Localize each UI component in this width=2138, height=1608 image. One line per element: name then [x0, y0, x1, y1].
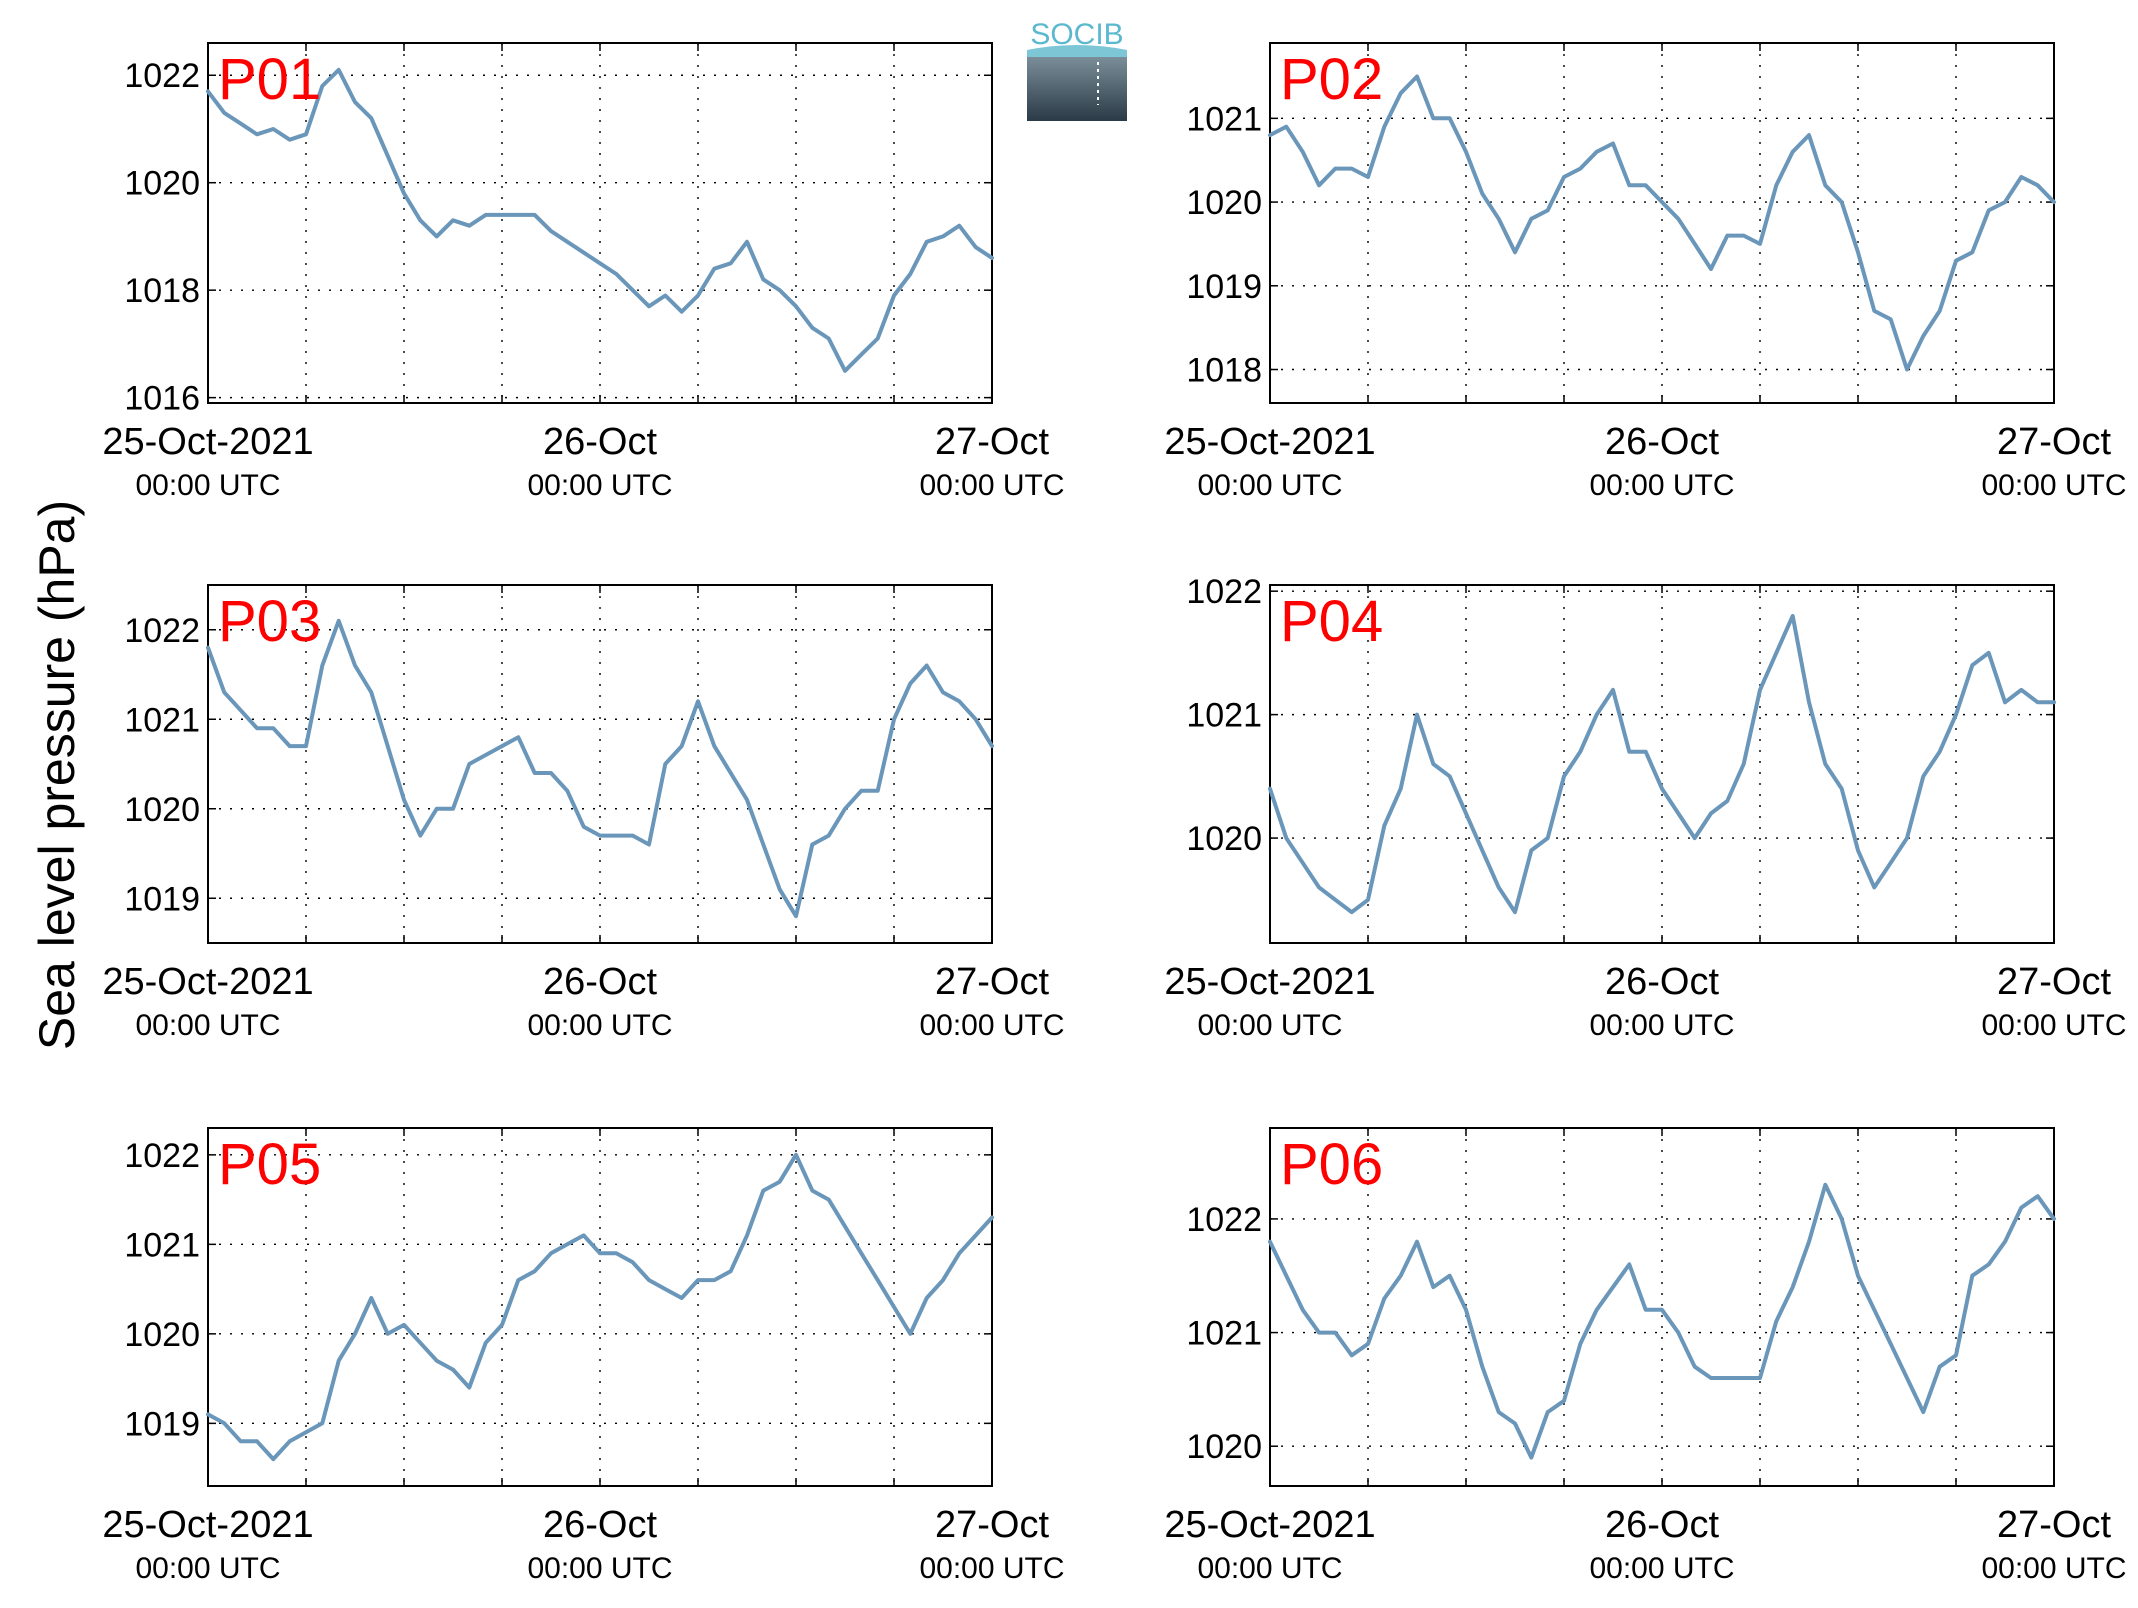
y-tick-label: 1021: [124, 1226, 200, 1264]
y-axis-label: Sea level pressure (hPa): [29, 500, 85, 1050]
x-tick-sublabel: 00:00 UTC: [135, 1009, 280, 1042]
y-tick-label: 1020: [1186, 1428, 1262, 1466]
x-tick-label: 27-Oct: [935, 421, 1049, 463]
series-line: [1268, 1182, 2056, 1460]
x-tick-sublabel: 00:00 UTC: [135, 469, 280, 502]
logo-block-icon: [1027, 57, 1127, 121]
x-tick-label: 25-Oct-2021: [102, 961, 313, 1003]
x-tick-label: 27-Oct: [935, 961, 1049, 1003]
panel-label: P06: [1280, 1132, 1383, 1197]
y-tick-label: 1020: [1186, 184, 1262, 222]
logo-text: SOCIB: [1030, 18, 1123, 51]
y-tick-label: 1021: [1186, 100, 1262, 138]
panel-p04: 1020 1021 1022 25-Oct-2021 00:00 UTC 26-Oct 00…: [1164, 573, 2126, 1042]
y-tick-label: 1022: [1186, 1201, 1262, 1239]
y-tick-label: 1022: [124, 1137, 200, 1175]
y-tick-label: 1019: [124, 1405, 200, 1443]
logo-wave-icon: [1027, 45, 1127, 58]
panel-label: P05: [218, 1132, 321, 1197]
series-line: [1268, 613, 2056, 915]
axes-frame: [207, 1127, 993, 1487]
x-tick-sublabel: 00:00 UTC: [1197, 1009, 1342, 1042]
axes-frame: [1269, 1127, 2055, 1487]
x-tick-sublabel: 00:00 UTC: [1197, 1552, 1342, 1585]
x-tick-sublabel: 00:00 UTC: [527, 469, 672, 502]
x-tick-sublabel: 00:00 UTC: [1981, 469, 2126, 502]
x-tick-sublabel: 00:00 UTC: [1197, 469, 1342, 502]
x-tick-sublabel: 00:00 UTC: [919, 1552, 1064, 1585]
x-tick-label: 27-Oct: [935, 1504, 1049, 1546]
y-tick-label: 1022: [124, 57, 200, 95]
x-tick-label: 26-Oct: [1605, 961, 1719, 1003]
x-tick-sublabel: 00:00 UTC: [1589, 1552, 1734, 1585]
x-tick-label: 26-Oct: [1605, 1504, 1719, 1546]
x-tick-label: 26-Oct: [543, 421, 657, 463]
series-line: [206, 618, 994, 919]
panel-label: P01: [218, 47, 321, 112]
x-tick-label: 26-Oct: [543, 1504, 657, 1546]
y-tick-label: 1020: [124, 1316, 200, 1354]
panel-label: P02: [1280, 47, 1383, 112]
y-tick-label: 1022: [1186, 573, 1262, 611]
y-tick-label: 1016: [124, 380, 200, 418]
y-tick-label: 1022: [124, 612, 200, 650]
x-tick-label: 26-Oct: [1605, 421, 1719, 463]
y-tick-label: 1021: [1186, 697, 1262, 735]
panel-p02: 1018 1019 1020 1021 25-Oct-2021 00:00 UTC 26-O…: [1164, 42, 2127, 502]
x-tick-sublabel: 00:00 UTC: [1589, 1009, 1734, 1042]
panel-label: P03: [218, 589, 321, 654]
y-tick-label: 1019: [124, 880, 200, 918]
x-tick-label: 25-Oct-2021: [102, 421, 313, 463]
y-tick-label: 1020: [124, 165, 200, 203]
x-tick-label: 25-Oct-2021: [1164, 961, 1375, 1003]
x-tick-label: 25-Oct-2021: [102, 1504, 313, 1546]
x-tick-sublabel: 00:00 UTC: [527, 1009, 672, 1042]
series-line: [206, 67, 994, 373]
panel-label: P04: [1280, 589, 1383, 654]
x-tick-sublabel: 00:00 UTC: [1589, 469, 1734, 502]
x-tick-label: 27-Oct: [1997, 1504, 2111, 1546]
axes-frame: [207, 584, 993, 944]
y-tick-label: 1019: [1186, 268, 1262, 306]
series-line: [206, 1152, 994, 1462]
x-tick-sublabel: 00:00 UTC: [919, 1009, 1064, 1042]
x-tick-label: 27-Oct: [1997, 421, 2111, 463]
panels: 1016 1018 1020 1022 25-Oct-2021 00:00 UTC 26-O…: [102, 42, 2127, 1585]
axes-frame: [1269, 584, 2055, 944]
axes-frame: [207, 42, 993, 404]
y-tick-label: 1021: [124, 701, 200, 739]
x-tick-label: 26-Oct: [543, 961, 657, 1003]
y-tick-label: 1018: [1186, 352, 1262, 390]
x-tick-label: 27-Oct: [1997, 961, 2111, 1003]
x-tick-sublabel: 00:00 UTC: [1981, 1009, 2126, 1042]
x-tick-label: 25-Oct-2021: [1164, 1504, 1375, 1546]
y-tick-label: 1020: [124, 791, 200, 829]
y-tick-label: 1021: [1186, 1315, 1262, 1353]
x-tick-sublabel: 00:00 UTC: [527, 1552, 672, 1585]
x-tick-sublabel: 00:00 UTC: [135, 1552, 280, 1585]
panel-p06: 1020 1021 1022 25-Oct-2021 00:00 UTC 26-Oct 00…: [1164, 1127, 2127, 1585]
panel-p01: 1016 1018 1020 1022 25-Oct-2021 00:00 UTC 26-O…: [102, 42, 1065, 502]
y-tick-label: 1018: [124, 272, 200, 310]
series-line: [1268, 74, 2056, 372]
logo: SOCIB: [1027, 18, 1127, 121]
panel-p05: 1019 1020 1021 1022 25-Oct-2021 00:00 UTC 26-O…: [102, 1127, 1065, 1585]
y-tick-label: 1020: [1186, 820, 1262, 858]
axes-frame: [1269, 42, 2055, 404]
x-tick-label: 25-Oct-2021: [1164, 421, 1375, 463]
x-tick-sublabel: 00:00 UTC: [1981, 1552, 2126, 1585]
x-tick-sublabel: 00:00 UTC: [919, 469, 1064, 502]
panel-p03: 1019 1020 1021 1022 25-Oct-2021 00:00 UTC 26-O…: [102, 584, 1065, 1042]
